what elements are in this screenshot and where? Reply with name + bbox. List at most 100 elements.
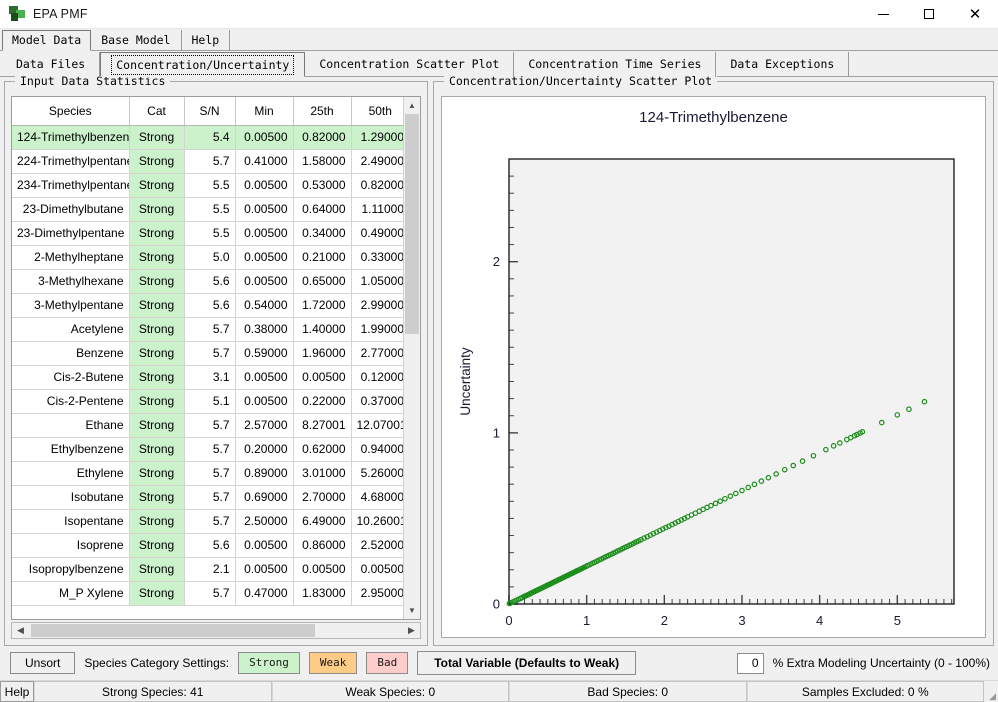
cell-sn[interactable]: 3.1 xyxy=(184,365,236,390)
cell-min[interactable]: 0.00500 xyxy=(235,365,294,390)
cell-50th[interactable]: 0.00500 xyxy=(351,557,403,582)
cell-sn[interactable]: 5.5 xyxy=(184,221,236,246)
vertical-scroll-thumb[interactable] xyxy=(405,114,419,334)
cell-category[interactable]: Strong xyxy=(129,461,185,486)
cell-50th[interactable]: 0.49000 xyxy=(351,221,403,246)
cell-sn[interactable]: 5.4 xyxy=(184,125,236,150)
cell-sn[interactable]: 5.6 xyxy=(184,293,236,318)
column-header-min[interactable]: Min xyxy=(235,97,294,126)
cell-25th[interactable]: 0.62000 xyxy=(293,437,352,462)
vertical-scroll-track[interactable] xyxy=(404,114,420,602)
cell-category[interactable]: Strong xyxy=(129,581,185,606)
cell-min[interactable]: 0.41000 xyxy=(235,149,294,174)
cell-min[interactable]: 0.59000 xyxy=(235,341,294,366)
minimize-button[interactable] xyxy=(860,0,906,29)
cell-50th[interactable]: 0.33000 xyxy=(351,245,403,270)
tab-concentration-time-series[interactable]: Concentration Time Series xyxy=(514,52,717,77)
cell-species[interactable]: Isopropylbenzene xyxy=(12,557,130,582)
cell-category[interactable]: Strong xyxy=(129,317,185,342)
cell-min[interactable]: 2.50000 xyxy=(235,509,294,534)
cell-25th[interactable]: 6.49000 xyxy=(293,509,352,534)
cell-category[interactable]: Strong xyxy=(129,269,185,294)
cell-50th[interactable]: 0.82000 xyxy=(351,173,403,198)
cell-species[interactable]: 124-Trimethylbenzene xyxy=(12,125,130,150)
table-row[interactable]: Cis-2-Pentene Strong 5.1 0.00500 0.22000 0.37… xyxy=(12,389,403,414)
cell-50th[interactable]: 5.26000 xyxy=(351,461,403,486)
cell-min[interactable]: 0.00500 xyxy=(235,557,294,582)
cell-species[interactable]: 224-Trimethylpentane xyxy=(12,149,130,174)
species-table-scroll-area[interactable]: Species Cat S/N Min 25th 50th 124-Trimet… xyxy=(12,97,403,619)
cell-category[interactable]: Strong xyxy=(129,341,185,366)
cell-species[interactable]: Isopentane xyxy=(12,509,130,534)
cell-25th[interactable]: 0.00500 xyxy=(293,557,352,582)
table-row[interactable]: Isoprene Strong 5.6 0.00500 0.86000 2.52000 xyxy=(12,533,403,558)
cell-min[interactable]: 0.00500 xyxy=(235,173,294,198)
table-row[interactable]: Isopropylbenzene Strong 2.1 0.00500 0.00500 0… xyxy=(12,557,403,582)
cell-category[interactable]: Strong xyxy=(129,149,185,174)
category-bad-button[interactable]: Bad xyxy=(366,652,409,674)
menu-tab-base-model[interactable]: Base Model xyxy=(91,30,182,51)
horizontal-scroll-track[interactable] xyxy=(29,623,403,638)
cell-min[interactable]: 0.00500 xyxy=(235,125,294,150)
cell-sn[interactable]: 5.7 xyxy=(184,509,236,534)
cell-min[interactable]: 0.00500 xyxy=(235,221,294,246)
cell-species[interactable]: 234-Trimethylpentane xyxy=(12,173,130,198)
cell-50th[interactable]: 0.94000 xyxy=(351,437,403,462)
column-header-50th[interactable]: 50th xyxy=(351,97,403,126)
table-row[interactable]: 2-Methylheptane Strong 5.0 0.00500 0.21000 0.… xyxy=(12,245,403,270)
cell-min[interactable]: 0.00500 xyxy=(235,269,294,294)
cell-50th[interactable]: 0.37000 xyxy=(351,389,403,414)
tab-concentration-uncertainty[interactable]: Concentration/Uncertainty xyxy=(100,52,306,77)
cell-category[interactable]: Strong xyxy=(129,485,185,510)
cell-sn[interactable]: 5.7 xyxy=(184,413,236,438)
table-row[interactable]: 23-Dimethylpentane Strong 5.5 0.00500 0.3400… xyxy=(12,221,403,246)
cell-50th[interactable]: 12.07001 xyxy=(351,413,403,438)
cell-min[interactable]: 0.69000 xyxy=(235,485,294,510)
cell-min[interactable]: 0.00500 xyxy=(235,389,294,414)
cell-species[interactable]: 23-Dimethylpentane xyxy=(12,221,130,246)
category-strong-button[interactable]: Strong xyxy=(238,652,300,674)
cell-25th[interactable]: 1.58000 xyxy=(293,149,352,174)
cell-50th[interactable]: 0.12000 xyxy=(351,365,403,390)
table-horizontal-scrollbar[interactable]: ◀ ▶ xyxy=(11,622,421,639)
cell-50th[interactable]: 10.26001 xyxy=(351,509,403,534)
table-row[interactable]: Acetylene Strong 5.7 0.38000 1.40000 1.99000 xyxy=(12,317,403,342)
table-row[interactable]: Isobutane Strong 5.7 0.69000 2.70000 4.68000 xyxy=(12,485,403,510)
column-header-cat[interactable]: Cat xyxy=(129,97,185,126)
cell-sn[interactable]: 5.7 xyxy=(184,149,236,174)
table-row[interactable]: Ethylbenzene Strong 5.7 0.20000 0.62000 0.940… xyxy=(12,437,403,462)
table-row[interactable]: Ethane Strong 5.7 2.57000 8.27001 12.07001 xyxy=(12,413,403,438)
extra-uncertainty-input[interactable]: 0 xyxy=(736,652,764,674)
column-header-species[interactable]: Species xyxy=(12,97,130,126)
cell-min[interactable]: 0.00500 xyxy=(235,245,294,270)
cell-species[interactable]: 3-Methylpentane xyxy=(12,293,130,318)
cell-sn[interactable]: 5.0 xyxy=(184,245,236,270)
cell-25th[interactable]: 1.83000 xyxy=(293,581,352,606)
table-row[interactable]: Benzene Strong 5.7 0.59000 1.96000 2.77000 xyxy=(12,341,403,366)
cell-50th[interactable]: 2.77000 xyxy=(351,341,403,366)
cell-min[interactable]: 0.54000 xyxy=(235,293,294,318)
scroll-down-button[interactable]: ▼ xyxy=(404,602,420,619)
menu-tab-help[interactable]: Help xyxy=(182,30,231,51)
category-weak-button[interactable]: Weak xyxy=(308,652,358,674)
table-row[interactable]: Isopentane Strong 5.7 2.50000 6.49000 10.2600… xyxy=(12,509,403,534)
column-header-sn[interactable]: S/N xyxy=(184,97,236,126)
cell-25th[interactable]: 0.00500 xyxy=(293,365,352,390)
cell-25th[interactable]: 0.34000 xyxy=(293,221,352,246)
total-variable-button[interactable]: Total Variable (Defaults to Weak) xyxy=(417,651,637,675)
close-button[interactable]: ✕ xyxy=(952,0,998,29)
menu-tab-model-data[interactable]: Model Data xyxy=(2,30,92,51)
cell-sn[interactable]: 5.6 xyxy=(184,533,236,558)
cell-sn[interactable]: 5.5 xyxy=(184,173,236,198)
cell-25th[interactable]: 0.22000 xyxy=(293,389,352,414)
cell-min[interactable]: 0.20000 xyxy=(235,437,294,462)
cell-sn[interactable]: 2.1 xyxy=(184,557,236,582)
cell-species[interactable]: 3-Methylhexane xyxy=(12,269,130,294)
cell-category[interactable]: Strong xyxy=(129,533,185,558)
tab-data-files[interactable]: Data Files xyxy=(2,52,101,77)
cell-min[interactable]: 2.57000 xyxy=(235,413,294,438)
table-row[interactable]: 224-Trimethylpentane Strong 5.7 0.41000 1.58… xyxy=(12,149,403,174)
cell-25th[interactable]: 1.72000 xyxy=(293,293,352,318)
cell-25th[interactable]: 0.86000 xyxy=(293,533,352,558)
cell-25th[interactable]: 0.21000 xyxy=(293,245,352,270)
